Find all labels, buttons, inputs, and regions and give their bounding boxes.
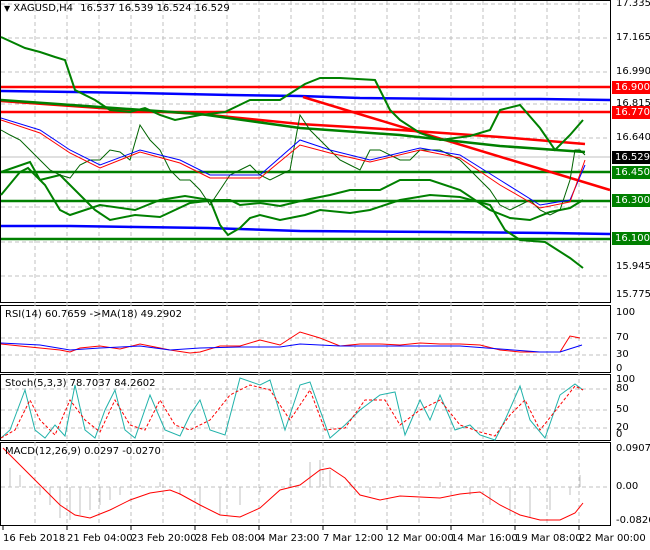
price-tick: 15.945 [616, 261, 650, 272]
rsi-tick: 70 [616, 332, 629, 343]
time-label: 12 Mar 00:00 [387, 533, 454, 544]
level-tag-16770: 16.770 [612, 106, 650, 119]
rsi-ma-line [0, 342, 583, 353]
macd-tick: 0.00 [616, 481, 639, 492]
candles [0, 113, 586, 216]
current-price-tag: 16.529 [612, 151, 650, 164]
time-label: 22 Mar 00:00 [579, 533, 646, 544]
x-axis-ticks [2, 526, 580, 530]
main-chart-frame [0, 0, 611, 303]
price-tick: 16.815 [616, 98, 650, 109]
grid [1, 1, 610, 525]
stoch-tick: 50 [616, 404, 629, 415]
time-label: 4 Mar 23:00 [259, 533, 320, 544]
time-label: 28 Feb 08:00 [195, 533, 261, 544]
stoch-label: Stoch(5,3,3) 78.7037 84.2602 [5, 378, 156, 389]
rsi-label: RSI(14) 60.7659 ->MA(18) 49.2902 [5, 309, 182, 320]
level-tag-16900: 16.900 [612, 81, 650, 94]
macd-signal-line [2, 447, 584, 521]
macd-tick: -0.0826 [616, 515, 650, 526]
price-tick: 16.640 [616, 132, 650, 143]
stoch-signal-line [0, 384, 584, 439]
rsi-tick: 30 [616, 349, 629, 360]
rsi-tick: 100 [616, 307, 636, 318]
stoch-tick: 0 [616, 429, 623, 440]
time-label: 14 Mar 16:00 [451, 533, 518, 544]
triangle-down-icon[interactable]: ▼ [4, 4, 11, 13]
stoch-tick: 100 [616, 374, 636, 385]
time-label: 7 Mar 12:00 [323, 533, 384, 544]
symbol-header[interactable]: ▼ XAGUSD,H4 16.537 16.539 16.524 16.529 [4, 3, 230, 15]
time-label: 16 Feb 2018 [3, 533, 66, 544]
level-tag-16100: 16.100 [612, 232, 650, 245]
stoch-panel-frame [0, 374, 611, 441]
stoch-tick: 80 [616, 383, 629, 394]
stoch-tick: 20 [616, 422, 629, 433]
levels [0, 85, 611, 241]
price-tick: 16.990 [616, 66, 650, 77]
level-tag-16300: 16.300 [612, 194, 650, 207]
macd-panel-frame [0, 442, 611, 526]
macd-tick: 0.0907 [616, 443, 650, 454]
bollinger-bands [0, 36, 584, 269]
price-tick: 17.165 [616, 32, 650, 43]
price-tick: 17.335 [616, 0, 650, 9]
symbol-label: XAGUSD,H4 [13, 3, 74, 14]
level-tag-16450: 16.450 [612, 166, 650, 179]
time-label: 21 Feb 04:00 [67, 533, 133, 544]
price-tick: 15.775 [616, 289, 650, 300]
time-label: 23 Feb 20:00 [131, 533, 197, 544]
moving-averages [0, 117, 586, 209]
rsi-panel-frame [0, 305, 611, 373]
rsi-tick: 0 [616, 363, 623, 374]
macd-label: MACD(12,26,9) 0.0297 -0.0270 [5, 446, 161, 457]
time-label: 19 Mar 08:00 [515, 533, 582, 544]
ohlc-values: 16.537 16.539 16.524 16.529 [80, 3, 230, 14]
